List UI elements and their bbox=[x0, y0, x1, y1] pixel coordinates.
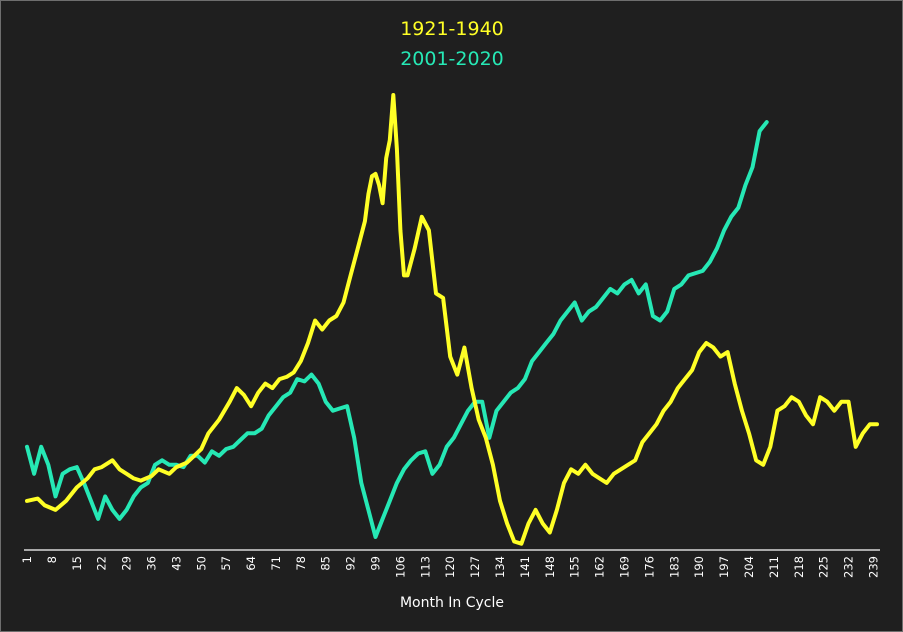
x-tick-label: 183 bbox=[667, 556, 681, 578]
x-tick-label: 99 bbox=[369, 556, 383, 571]
series-layer bbox=[25, 93, 879, 546]
x-tick-label: 8 bbox=[45, 556, 59, 563]
x-tick-label: 64 bbox=[244, 556, 258, 571]
x-tick-label: 141 bbox=[518, 556, 532, 578]
series-line-1921-1940 bbox=[25, 93, 879, 546]
x-tick-label: 29 bbox=[120, 556, 134, 571]
x-tick-label: 127 bbox=[468, 556, 482, 578]
x-tick-labels: 1 8 15 22 29 36 43 50 57 64 71 78 85 92 99 106 113 120 127… bbox=[20, 556, 880, 578]
x-tick-label: 1 bbox=[20, 556, 34, 563]
x-tick-label: 36 bbox=[144, 556, 158, 571]
x-tick-label: 197 bbox=[717, 556, 731, 578]
x-tick-label: 162 bbox=[593, 556, 607, 578]
x-tick-label: 92 bbox=[344, 556, 358, 571]
x-tick-label: 169 bbox=[617, 556, 631, 578]
x-tick-label: 15 bbox=[70, 556, 84, 571]
x-tick-label: 211 bbox=[767, 556, 781, 578]
x-tick-label: 43 bbox=[169, 556, 183, 571]
x-tick-label: 71 bbox=[269, 556, 283, 571]
x-tick-label: 22 bbox=[95, 556, 109, 571]
x-tick-label: 225 bbox=[817, 556, 831, 578]
x-tick-label: 106 bbox=[393, 556, 407, 578]
x-tick-label: 204 bbox=[742, 556, 756, 578]
x-tick-label: 232 bbox=[842, 556, 856, 578]
x-tick-label: 78 bbox=[294, 556, 308, 571]
x-tick-label: 134 bbox=[493, 556, 507, 578]
x-tick-label: 218 bbox=[792, 556, 806, 578]
legend-entry-1921-1940: 1921-1940 bbox=[400, 18, 504, 40]
x-tick-label: 85 bbox=[319, 556, 333, 571]
x-axis-title: Month In Cycle bbox=[400, 595, 504, 611]
x-tick-label: 120 bbox=[443, 556, 457, 578]
x-tick-label: 113 bbox=[418, 556, 432, 578]
x-tick-label: 148 bbox=[543, 556, 557, 578]
x-tick-label: 190 bbox=[692, 556, 706, 578]
x-tick-label: 176 bbox=[642, 556, 656, 578]
x-tick-label: 57 bbox=[219, 556, 233, 571]
x-tick-label: 239 bbox=[866, 556, 880, 578]
x-tick-label: 155 bbox=[568, 556, 582, 578]
x-tick-label: 50 bbox=[194, 556, 208, 571]
legend-entry-2001-2020: 2001-2020 bbox=[400, 48, 504, 70]
